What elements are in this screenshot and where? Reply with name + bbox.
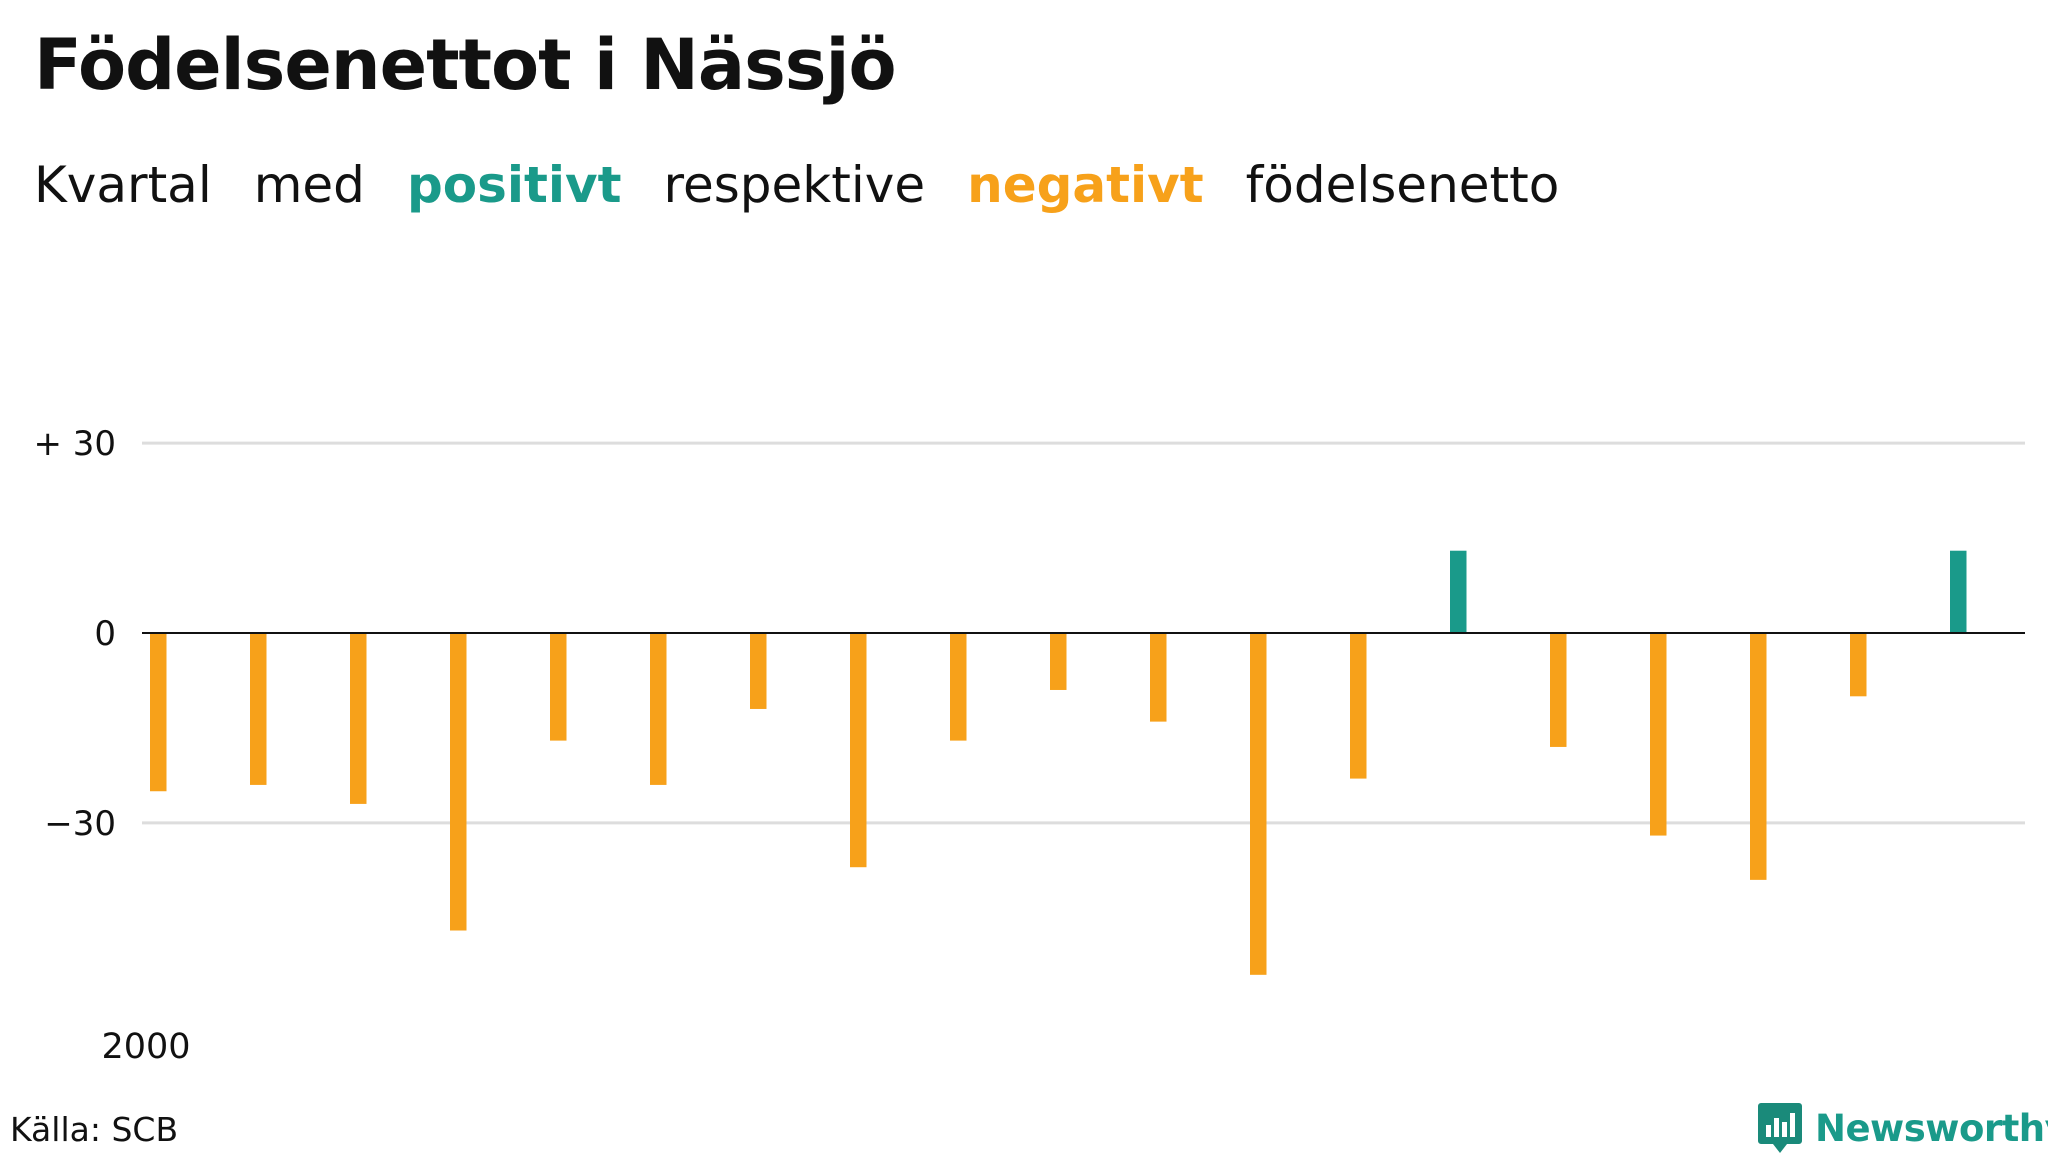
- bars: [150, 550, 1967, 975]
- bar: [550, 633, 567, 741]
- chart-subtitle: Kvartal med positivt respektive negativt föde…: [34, 156, 1601, 214]
- y-axis-ticks: + 30 0 −30: [33, 424, 116, 844]
- subtitle-word-kvartal: Kvartal: [34, 156, 212, 214]
- y-tick-label: + 30: [33, 424, 116, 464]
- bar: [750, 633, 767, 709]
- bar: [1450, 550, 1467, 633]
- bar: [1150, 633, 1167, 722]
- bar: [1550, 633, 1567, 747]
- newsworthy-logo-icon: [1758, 1103, 1802, 1153]
- subtitle-negative-label: negativt: [967, 156, 1204, 214]
- newsworthy-logo[interactable]: Newsworthy: [1757, 1100, 2048, 1156]
- x-tick-label: 2000: [101, 1027, 190, 1067]
- subtitle-word-med: med: [253, 156, 365, 214]
- source-label: Källa: SCB: [10, 1110, 179, 1149]
- brand-name: Newsworthy: [1815, 1106, 2048, 1150]
- bar: [1850, 633, 1867, 697]
- bar: [250, 633, 267, 785]
- y-tick-label: 0: [94, 614, 116, 654]
- bar: [1750, 633, 1767, 880]
- bar: [350, 633, 367, 804]
- y-tick-label: −30: [44, 804, 116, 844]
- bar: [1350, 633, 1367, 779]
- bar: [450, 633, 467, 931]
- bar: [150, 633, 167, 792]
- bar: [1950, 550, 1967, 633]
- bar: [1050, 633, 1067, 690]
- chart-title: Födelsenettot i Nässjö: [34, 24, 897, 106]
- subtitle-positive-label: positivt: [406, 156, 622, 214]
- subtitle-word-respektive: respektive: [663, 156, 926, 214]
- subtitle-word-fodelsenetto: födelsenetto: [1245, 156, 1560, 214]
- bar: [1650, 633, 1667, 836]
- x-axis-ticks: 20002005201020152020: [101, 1027, 190, 1067]
- bar: [850, 633, 867, 868]
- bar: [650, 633, 667, 785]
- bar: [950, 633, 967, 741]
- bar: [1250, 633, 1267, 975]
